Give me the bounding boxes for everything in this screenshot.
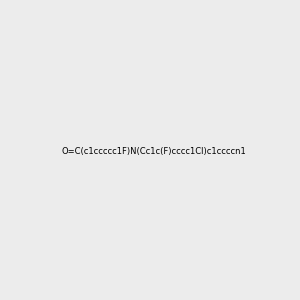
Text: O=C(c1ccccc1F)N(Cc1c(F)cccc1Cl)c1ccccn1: O=C(c1ccccc1F)N(Cc1c(F)cccc1Cl)c1ccccn1: [61, 147, 246, 156]
